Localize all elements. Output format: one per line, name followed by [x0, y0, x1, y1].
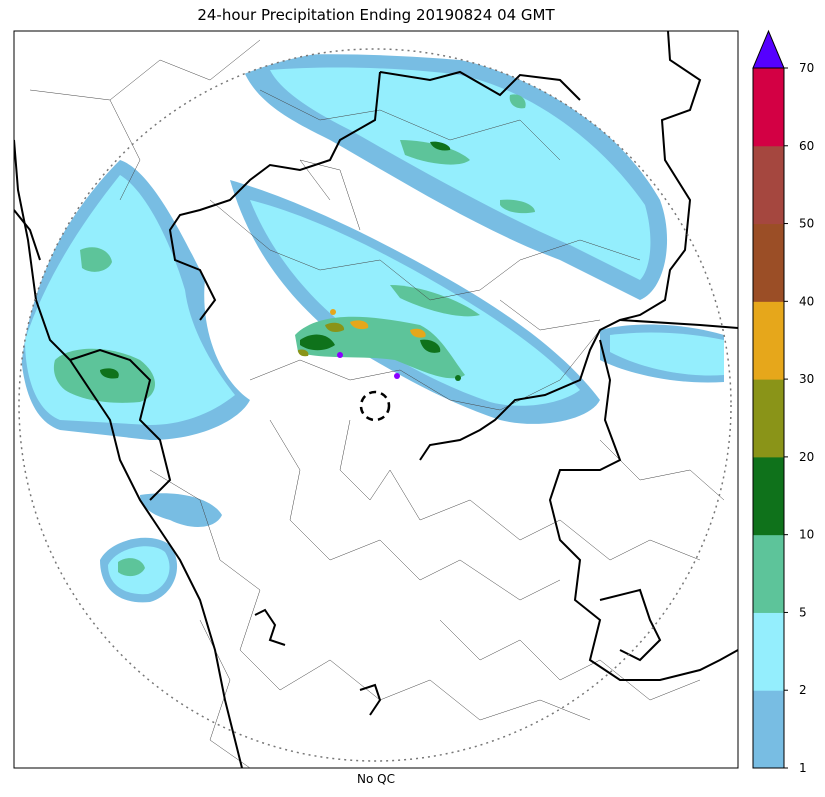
precipitation-field [20, 54, 724, 603]
range-ring [18, 48, 732, 762]
colorbar-tick-label: 1 [799, 761, 807, 775]
colorbar-extend-arrow [752, 29, 785, 69]
chart-title: 24-hour Precipitation Ending 20190824 04… [197, 6, 555, 24]
colorbar-tick-label: 50 [799, 217, 814, 231]
colorbar-segment [753, 534, 784, 613]
colorbar-frame [752, 67, 785, 769]
colorbar-tick-label: 5 [799, 605, 807, 619]
state-boundaries [14, 31, 738, 768]
colorbar-segment [753, 301, 784, 380]
colorbar-tick-label: 2 [799, 683, 807, 697]
convective-cores [295, 309, 465, 381]
colorbar-tick-label: 70 [799, 61, 814, 75]
colorbar-segment [753, 690, 784, 769]
colorbar-segment [753, 379, 784, 458]
map-frame [13, 30, 739, 769]
colorbar-tick-label: 60 [799, 139, 814, 153]
colorbar-ticks: 1 2 5 10 20 30 40 50 60 70 [784, 61, 814, 775]
colorbar-segment [753, 145, 784, 225]
radar-site-marker [359, 390, 391, 422]
colorbar-tick-label: 20 [799, 450, 814, 464]
colorbar-tick-label: 40 [799, 294, 814, 308]
colorbar-segment [753, 456, 784, 536]
colorbar-tick-label: 30 [799, 372, 814, 386]
district-boundaries [29, 39, 725, 768]
colorbar-segment [753, 223, 784, 302]
colorbar-tick-label: 10 [799, 528, 814, 542]
qc-label: No QC [357, 772, 395, 786]
colorbar-segment [753, 68, 784, 147]
colorbar-segment [753, 612, 784, 691]
colorbar-segments [753, 68, 784, 769]
